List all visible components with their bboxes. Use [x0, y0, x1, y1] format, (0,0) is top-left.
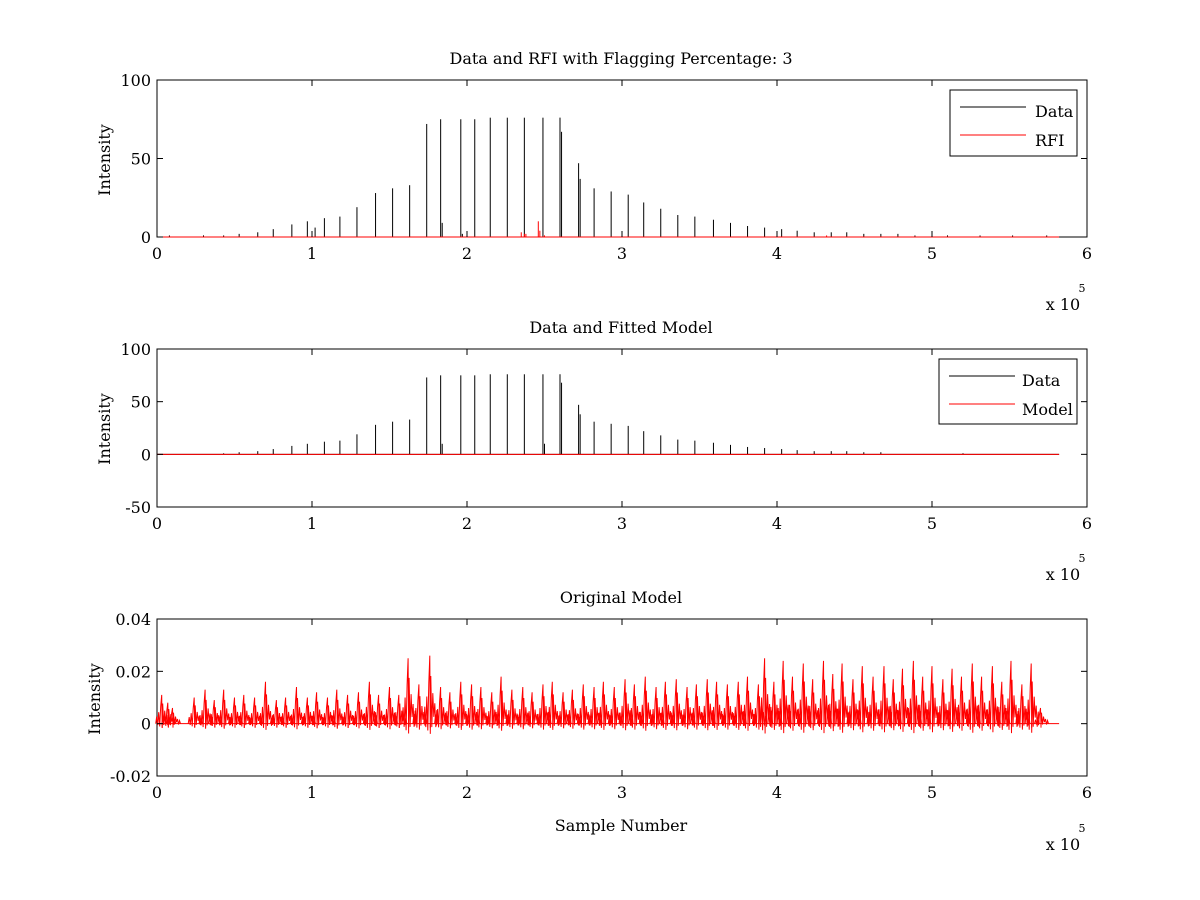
subplot-1-ylabel: Intensity	[95, 124, 114, 196]
y-tick-label: 0	[141, 445, 151, 464]
legend-entry-rfi: RFI	[1035, 131, 1064, 150]
subplot-1-x-multiplier: x 10	[1046, 295, 1080, 314]
subplot-2-legend: Data Model	[938, 358, 1078, 425]
subplot-2-ylabel: Intensity	[95, 393, 114, 465]
x-tick-label: 4	[772, 783, 782, 802]
x-tick-label: 5	[927, 783, 937, 802]
y-tick-label: 50	[131, 150, 151, 169]
y-tick-label: 0.04	[115, 610, 151, 629]
subplot-1-title: Data and RFI with Flagging Percentage: 3	[449, 49, 792, 68]
y-tick-label: 100	[120, 340, 151, 359]
x-tick-label: 6	[1082, 244, 1092, 263]
subplot-1-x-exponent: 5	[1079, 282, 1086, 295]
subplot-1-legend-box	[949, 89, 1078, 157]
x-tick-label: 1	[307, 783, 317, 802]
x-tick-label: 3	[617, 244, 627, 263]
model-peak	[1034, 707, 1049, 728]
x-tick-label: 0	[152, 514, 162, 533]
x-tick-label: 0	[152, 783, 162, 802]
subplot-2-title: Data and Fitted Model	[529, 318, 712, 337]
y-tick-label: 50	[131, 393, 151, 412]
x-tick-label: 0	[152, 244, 162, 263]
subplot-1: Data and RFI with Flagging Percentage: 3…	[95, 49, 1092, 314]
x-tick-label: 6	[1082, 783, 1092, 802]
model-peak	[166, 707, 181, 728]
x-tick-label: 1	[307, 244, 317, 263]
model-peak-trace	[166, 707, 181, 727]
y-tick-label: 0	[141, 715, 151, 734]
y-tick-label: -50	[125, 498, 151, 517]
x-tick-label: 4	[772, 514, 782, 533]
y-tick-label: 0.02	[115, 662, 151, 681]
legend-entry-data: Data	[1035, 102, 1074, 121]
y-tick-label: 0	[141, 228, 151, 247]
x-tick-label: 4	[772, 244, 782, 263]
x-tick-label: 2	[462, 244, 472, 263]
x-tick-label: 5	[927, 244, 937, 263]
x-tick-label: 1	[307, 514, 317, 533]
subplot-3-ylabel: Intensity	[85, 663, 104, 735]
legend-entry-data-2: Data	[1022, 371, 1061, 390]
y-tick-label: -0.02	[110, 767, 151, 786]
subplot-2-x-multiplier: x 10	[1046, 565, 1080, 584]
subplot-3-x-multiplier: x 10	[1046, 835, 1080, 854]
subplot-1-legend: Data RFI	[949, 89, 1078, 157]
x-tick-label: 5	[927, 514, 937, 533]
x-tick-label: 2	[462, 514, 472, 533]
subplot-3-title: Original Model	[560, 588, 682, 607]
y-tick-label: 100	[120, 71, 151, 90]
x-tick-label: 3	[617, 514, 627, 533]
subplot-3: Original Model Intensity Sample Number 0…	[85, 588, 1092, 854]
legend-entry-model: Model	[1022, 400, 1073, 419]
subplot-2-legend-box	[938, 358, 1078, 425]
x-tick-label: 2	[462, 783, 472, 802]
x-tick-label: 3	[617, 783, 627, 802]
model-peak-trace	[1024, 663, 1040, 733]
x-tick-label: 6	[1082, 514, 1092, 533]
model-peak	[1024, 663, 1040, 733]
model-peak-trace	[1034, 707, 1049, 727]
subplot-3-xlabel: Sample Number	[555, 816, 688, 835]
subplot-2-x-exponent: 5	[1079, 552, 1086, 565]
subplot-3-x-exponent: 5	[1079, 822, 1086, 835]
